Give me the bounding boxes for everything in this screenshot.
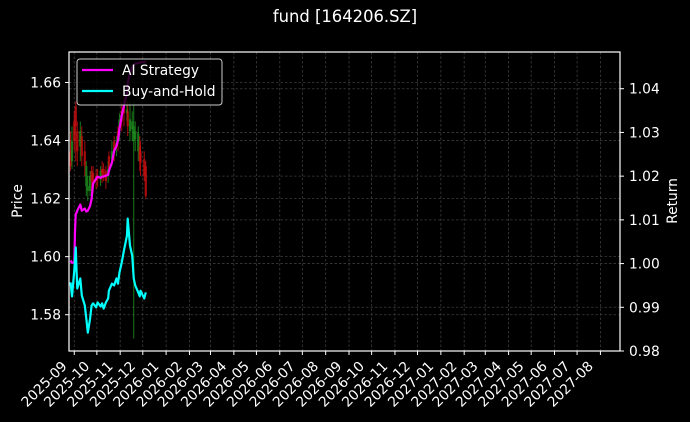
candle-down [69,131,72,172]
plot-frame [68,51,621,352]
candle-up [85,161,88,196]
candle-up [128,101,132,142]
y-tick-label-left: 1.62 [30,192,61,208]
candle-body [73,121,76,142]
candle-down [143,151,146,182]
candle-down [139,141,142,176]
candle-body [80,136,83,157]
y-tick-label-right: 0.99 [629,300,660,316]
candle-body [86,186,89,192]
y-tick-label-right: 1.04 [629,82,660,98]
y-tick-label-left: 1.64 [30,134,61,150]
y-axis-right-ticks: 0.98 0.99 1.00 1.01 1.02 1.03 1.04 [620,82,660,360]
candle-body [70,141,74,162]
y-tick-label-right: 1.02 [629,169,660,185]
y-tick-label-right: 1.00 [629,257,660,273]
candle-up [134,121,137,152]
candle-body [76,131,79,152]
candle-body [85,166,88,187]
candle-body [88,175,92,192]
candle-body [113,141,116,152]
candle-down [126,101,129,137]
y-axis-left-ticks: 1.58 1.60 1.62 1.64 1.66 [30,75,69,324]
candle-down [80,126,83,167]
y-tick-label-left: 1.60 [30,250,61,266]
candle-up [86,175,89,201]
y-axis-label-right: Return [665,178,681,224]
candle-up [137,126,140,162]
series-line-buy-and-hold [69,217,147,334]
legend-label-buy-and-hold: Buy-and-Hold [122,84,215,100]
candle-body [102,168,105,176]
candle-body [83,151,86,167]
candle-up [99,166,102,187]
candle-body [131,121,134,130]
candle-up [70,126,74,169]
y-tick-label-right: 1.01 [629,213,660,229]
candle-up [131,111,134,142]
candle-up [88,171,92,196]
candle-body [132,126,135,142]
candle-body [110,151,114,160]
candle-body [128,119,132,132]
candle-down [144,161,147,199]
candle-down [90,166,93,192]
candle-body [137,133,140,152]
candle-up [132,101,135,339]
chart-title: fund [164206.SZ] [273,7,417,26]
candle-body [134,131,137,140]
candle-body [107,156,110,169]
y-tick-label-left: 1.58 [30,308,61,324]
candle-down [83,141,86,176]
candle-down [76,121,79,167]
candle-body [91,173,95,187]
legend-label-ai-strategy: AI Strategy [122,63,199,79]
candle-body [143,159,146,176]
candle-up [79,121,82,162]
candle-body [99,171,102,180]
y-tick-label-left: 1.66 [30,75,61,91]
legend: AI Strategy Buy-and-Hold [76,58,223,106]
candle-body [101,168,104,174]
candle-body [69,151,72,167]
y-axis-label-left: Price [10,184,26,218]
candle-body [139,151,142,164]
candle-down [101,161,104,183]
candle-down [73,111,76,152]
candle-body [144,166,147,196]
legend-box [76,58,223,106]
candle-down [102,163,105,182]
price-candles [69,96,147,339]
candle-body [90,171,93,182]
candle-body [126,111,129,127]
candle-body [79,131,82,147]
y-tick-label-right: 1.03 [629,125,660,141]
y-tick-label-right: 0.98 [629,344,660,360]
candle-down [74,101,77,162]
candle-body [74,106,77,127]
